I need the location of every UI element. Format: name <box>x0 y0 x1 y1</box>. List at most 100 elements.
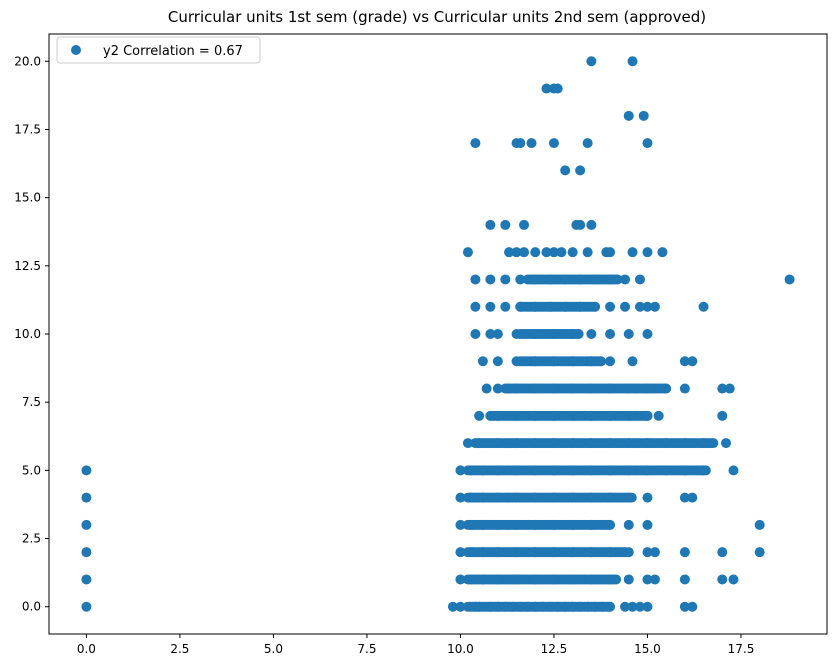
data-point <box>548 519 559 530</box>
data-point <box>596 356 607 367</box>
data-point <box>481 383 492 394</box>
data-point <box>590 274 601 285</box>
data-point <box>642 492 653 503</box>
data-point <box>605 492 616 503</box>
data-point <box>485 329 496 339</box>
data-point <box>560 165 571 176</box>
data-point <box>590 601 601 612</box>
data-point <box>698 438 709 449</box>
data-point <box>642 519 653 530</box>
data-point <box>466 492 477 503</box>
data-point <box>492 519 503 530</box>
data-point <box>519 247 530 258</box>
data-point <box>586 56 597 67</box>
data-point <box>515 138 526 149</box>
data-point <box>620 301 631 312</box>
x-tick-label: 15.0 <box>634 642 661 656</box>
data-point <box>642 301 653 312</box>
data-point <box>470 301 481 312</box>
data-point <box>511 329 522 339</box>
data-point <box>511 383 522 394</box>
y-tick-label: 2.5 <box>22 532 41 546</box>
data-point <box>500 601 511 612</box>
data-point <box>477 519 488 530</box>
data-point <box>623 438 634 449</box>
data-point <box>642 547 653 558</box>
data-point <box>575 601 586 612</box>
data-point <box>81 519 92 530</box>
legend-marker <box>71 45 81 55</box>
data-point <box>586 410 597 421</box>
data-point <box>612 274 623 285</box>
data-point <box>492 410 503 421</box>
data-point <box>575 301 586 312</box>
data-point <box>623 519 634 530</box>
data-point <box>466 519 477 530</box>
data-point <box>81 547 92 558</box>
data-point <box>642 601 653 612</box>
data-point <box>586 438 597 449</box>
data-point <box>492 383 503 394</box>
data-point <box>567 383 578 394</box>
y-tick-label: 0.0 <box>22 600 41 614</box>
data-point <box>530 547 541 558</box>
data-point <box>649 301 660 312</box>
data-point <box>728 465 739 476</box>
data-point <box>586 547 597 558</box>
data-point <box>582 138 593 149</box>
data-point <box>661 383 672 394</box>
y-tick-label: 5.0 <box>22 463 41 477</box>
data-point <box>470 274 481 285</box>
data-point <box>511 465 522 476</box>
chart-title: Curricular units 1st sem (grade) vs Curr… <box>168 8 706 26</box>
data-point <box>567 329 578 339</box>
data-point <box>586 219 597 230</box>
data-point <box>679 492 690 503</box>
data-point <box>492 601 503 612</box>
y-axis: 0.0 2.5 5.0 7.5 10.0 12.5 15.0 17.5 20.0 <box>14 54 49 614</box>
data-point <box>679 356 690 367</box>
data-point <box>548 492 559 503</box>
data-point <box>582 247 593 258</box>
data-point <box>81 601 92 612</box>
data-point <box>567 438 578 449</box>
data-point <box>81 465 92 476</box>
data-point <box>485 601 496 612</box>
data-point <box>623 492 634 503</box>
data-point <box>548 138 559 149</box>
data-point <box>586 383 597 394</box>
data-point <box>575 274 586 285</box>
data-point <box>492 492 503 503</box>
data-point <box>447 601 458 612</box>
y-tick-label: 17.5 <box>14 122 41 136</box>
data-point <box>642 138 653 149</box>
data-point <box>455 547 466 558</box>
data-point <box>679 547 690 558</box>
data-point <box>582 601 593 612</box>
data-point <box>530 492 541 503</box>
y-tick-label: 15.0 <box>14 191 41 205</box>
legend: y2 Correlation = 0.67 <box>56 36 261 64</box>
data-point <box>500 219 511 230</box>
data-point <box>623 329 634 339</box>
data-point <box>567 465 578 476</box>
data-point <box>492 547 503 558</box>
data-point <box>492 574 503 585</box>
data-point <box>530 438 541 449</box>
data-point <box>477 465 488 476</box>
data-point <box>81 492 92 503</box>
data-point <box>477 492 488 503</box>
data-point <box>623 547 634 558</box>
data-point <box>515 601 526 612</box>
data-point <box>605 383 616 394</box>
data-point <box>548 574 559 585</box>
data-point <box>605 329 616 339</box>
data-point <box>634 274 645 285</box>
data-point <box>567 356 578 367</box>
data-point <box>708 438 719 449</box>
data-point <box>530 301 541 312</box>
data-point <box>642 438 653 449</box>
data-point <box>586 356 597 367</box>
data-point <box>511 410 522 421</box>
